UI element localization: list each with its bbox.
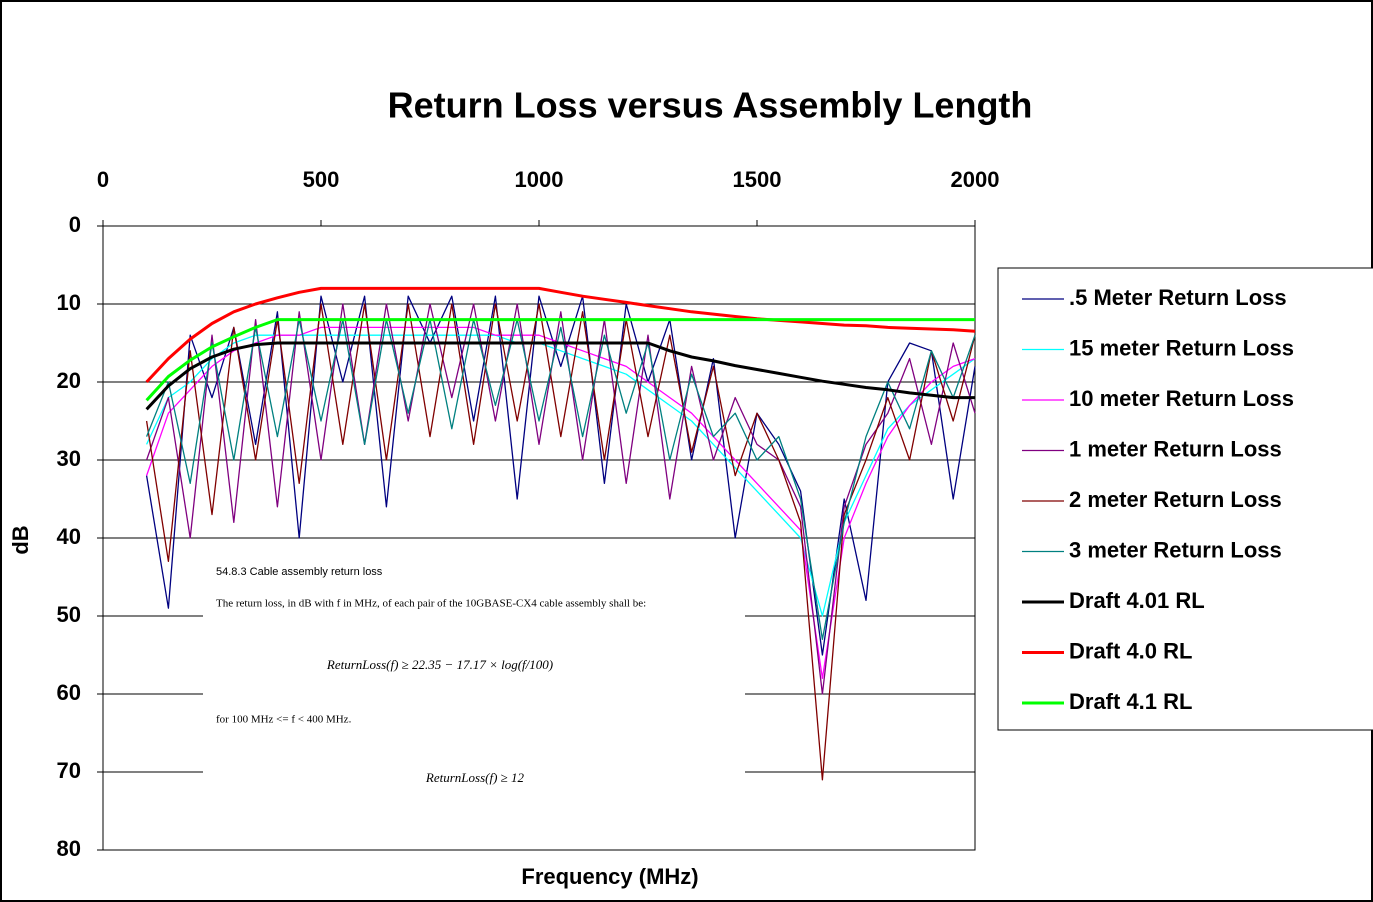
x-axis-label: Frequency (MHz): [521, 864, 698, 889]
legend-label: 3 meter Return Loss: [1069, 537, 1282, 562]
series-line: [145, 341, 975, 411]
inset: 54.8.3 Cable assembly return loss The ret…: [203, 555, 745, 790]
series-line: [145, 318, 976, 641]
inset-heading: 54.8.3 Cable assembly return loss: [216, 566, 383, 578]
legend-label: 15 meter Return Loss: [1069, 335, 1294, 360]
inset-condition: for 100 MHz <= f < 400 MHz.: [216, 714, 352, 726]
x-tick-label: 500: [303, 167, 340, 192]
y-tick-label: 10: [57, 290, 81, 315]
y-tick-label: 40: [57, 524, 81, 549]
x-tick-label: 2000: [951, 167, 1000, 192]
chart-title: Return Loss versus Assembly Length: [388, 85, 1033, 126]
series-line: [145, 303, 976, 781]
plot-border: [102, 225, 976, 851]
legend-label: .5 Meter Return Loss: [1069, 285, 1287, 310]
x-tick-label: 1000: [515, 167, 564, 192]
inset-formula: ReturnLoss(f) ≥ 22.35 − 17.17 × log(f/10…: [326, 657, 553, 672]
inset-formula: ReturnLoss(f) ≥ 12: [425, 770, 525, 785]
y-tick-label: 50: [57, 602, 81, 627]
y-axis-label: dB: [8, 525, 33, 554]
inset-box: [203, 555, 745, 790]
legend-label: 10 meter Return Loss: [1069, 386, 1294, 411]
series-line: [145, 303, 976, 695]
legend-label: Draft 4.0 RL: [1069, 638, 1192, 663]
x-tick-label: 0: [97, 167, 109, 192]
legend-label: 2 meter Return Loss: [1069, 487, 1282, 512]
inset-text: The return loss, in dB with f in MHz, of…: [216, 598, 646, 610]
legend-label: Draft 4.01 RL: [1069, 588, 1205, 613]
legend-label: Draft 4.1 RL: [1069, 689, 1192, 714]
y-tick-label: 70: [57, 758, 81, 783]
y-tick-label: 0: [69, 212, 81, 237]
series-line: [145, 286, 976, 384]
x-tick-label: 1500: [733, 167, 782, 192]
legend-label: 1 meter Return Loss: [1069, 436, 1282, 461]
series-line: [145, 318, 975, 402]
y-tick-label: 60: [57, 680, 81, 705]
y-tick-label: 30: [57, 446, 81, 471]
y-tick-label: 20: [57, 368, 81, 393]
y-tick-label: 80: [57, 836, 81, 861]
